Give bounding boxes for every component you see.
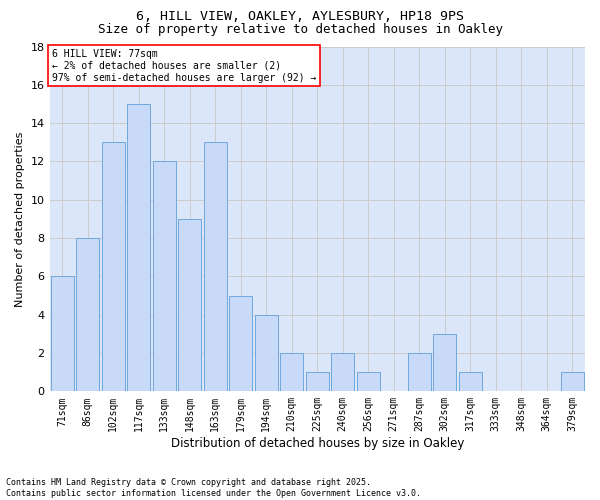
X-axis label: Distribution of detached houses by size in Oakley: Distribution of detached houses by size …: [170, 437, 464, 450]
Bar: [459, 372, 482, 392]
Bar: [331, 353, 354, 392]
Bar: [357, 372, 380, 392]
Bar: [255, 314, 278, 392]
Bar: [76, 238, 99, 392]
Bar: [204, 142, 227, 392]
Text: 6 HILL VIEW: 77sqm
← 2% of detached houses are smaller (2)
97% of semi-detached : 6 HILL VIEW: 77sqm ← 2% of detached hous…: [52, 50, 316, 82]
Bar: [229, 296, 252, 392]
Bar: [433, 334, 456, 392]
Bar: [127, 104, 150, 392]
Bar: [153, 162, 176, 392]
Bar: [51, 276, 74, 392]
Bar: [280, 353, 303, 392]
Text: Size of property relative to detached houses in Oakley: Size of property relative to detached ho…: [97, 22, 503, 36]
Bar: [561, 372, 584, 392]
Text: Contains HM Land Registry data © Crown copyright and database right 2025.
Contai: Contains HM Land Registry data © Crown c…: [6, 478, 421, 498]
Bar: [102, 142, 125, 392]
Bar: [306, 372, 329, 392]
Bar: [178, 219, 201, 392]
Bar: [408, 353, 431, 392]
Text: 6, HILL VIEW, OAKLEY, AYLESBURY, HP18 9PS: 6, HILL VIEW, OAKLEY, AYLESBURY, HP18 9P…: [136, 10, 464, 23]
Y-axis label: Number of detached properties: Number of detached properties: [15, 131, 25, 306]
